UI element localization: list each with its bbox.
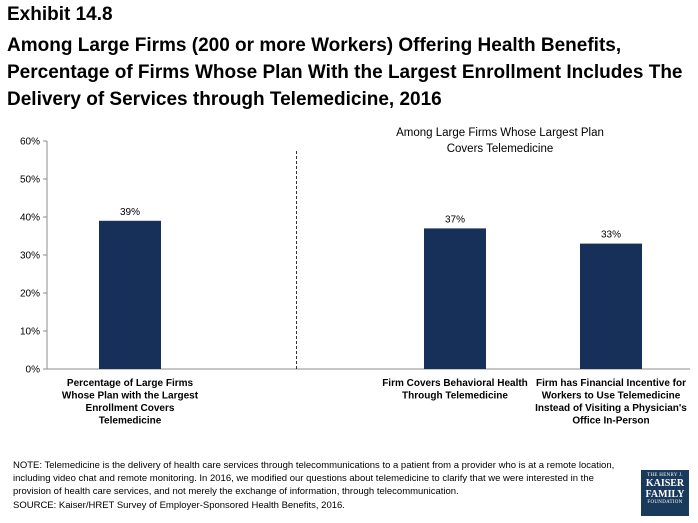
- logo-line-2: KAISER: [645, 478, 685, 489]
- logo-line-1: THE HENRY J.: [647, 473, 683, 478]
- logo-line-4: FOUNDATION: [647, 500, 683, 505]
- y-tick-label: 50%: [20, 175, 40, 186]
- category-label-line: Office In-Person: [572, 416, 649, 427]
- category-label-line: Workers to Use Telemedicine: [542, 391, 681, 402]
- category-label-line: Percentage of Large Firms: [67, 378, 194, 389]
- y-tick-label: 0%: [26, 365, 41, 376]
- logo-line-3: FAMILY: [645, 489, 685, 500]
- y-tick-label: 10%: [20, 327, 40, 338]
- y-tick-label: 40%: [20, 213, 40, 224]
- exhibit-label: Exhibit 14.8: [7, 4, 113, 25]
- category-label-line: Whose Plan with the Largest: [62, 391, 199, 402]
- category-label-line: Through Telemedicine: [402, 391, 508, 402]
- bar-value-label: 33%: [601, 230, 621, 241]
- bar-chart: 0% 10% 20% 30% 40% 50% 60% Among Large Firms Wh…: [20, 127, 690, 427]
- bar: [99, 220, 161, 369]
- category-label-line: Enrollment Covers: [86, 403, 175, 414]
- group-subtitle-line: Among Large Firms Whose Largest Plan: [396, 127, 604, 139]
- group-subtitle-line: Covers Telemedicine: [447, 143, 554, 155]
- bar: [424, 228, 486, 369]
- category-label-line: Instead of Visiting a Physician's: [535, 403, 687, 414]
- footnote: NOTE: Telemedicine is the delivery of he…: [13, 460, 615, 497]
- y-tick-label: 60%: [20, 137, 40, 148]
- y-tick-label: 20%: [20, 289, 40, 300]
- kff-logo: THE HENRY J. KAISER FAMILY FOUNDATION: [641, 470, 689, 516]
- source-note: SOURCE: Kaiser/HRET Survey of Employer-S…: [13, 500, 345, 511]
- category-label-line: Firm has Financial Incentive for: [536, 378, 686, 389]
- bar-value-label: 37%: [445, 214, 465, 225]
- category-label-line: Telemedicine: [99, 416, 162, 427]
- bar: [580, 243, 642, 369]
- chart-title: Among Large Firms (200 or more Workers) …: [7, 35, 683, 110]
- bar-value-label: 39%: [120, 207, 140, 218]
- y-tick-label: 30%: [20, 251, 40, 262]
- category-label-line: Firm Covers Behavioral Health: [382, 378, 528, 389]
